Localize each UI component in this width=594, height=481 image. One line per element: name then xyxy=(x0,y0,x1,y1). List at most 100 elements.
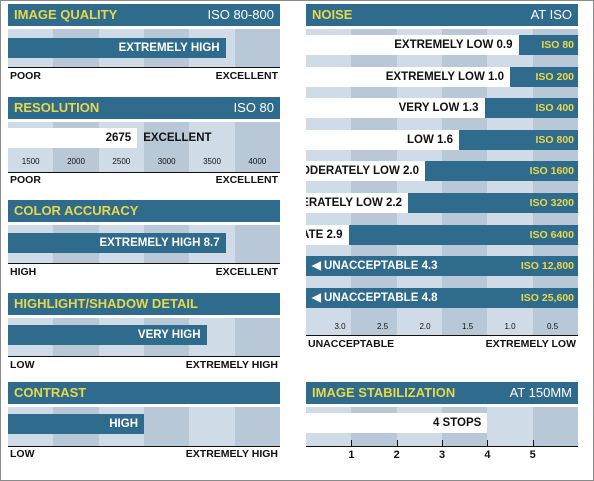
noise-tick-label: 1.5 xyxy=(461,322,474,331)
noise-bar-white xyxy=(306,161,425,182)
noise-bar xyxy=(510,66,578,87)
highlight-shadow-bar: VERY HIGH xyxy=(8,325,207,345)
resolution-max-label: EXCELLENT xyxy=(215,174,278,186)
noise-bar xyxy=(408,193,578,213)
stripe-column xyxy=(487,407,533,446)
noise-iso-label: ISO 1600 xyxy=(529,165,574,178)
noise-row: EXTREMELY LOW 1.0 ISO 200 xyxy=(306,63,578,91)
noise-bar-label: EXTREMELY LOW 0.9 xyxy=(394,39,513,51)
noise-bar-label: EXTREMELY LOW 1.0 xyxy=(385,70,504,83)
noise-tick-label: 1.0 xyxy=(504,322,516,331)
color-accuracy-baseline xyxy=(8,263,280,264)
contrast-panel: CONTRAST HIGH LOW EXTREMELY HIGH xyxy=(8,382,280,464)
resolution-tick-label: 4000 xyxy=(248,157,267,166)
stripe-column xyxy=(234,225,280,263)
stripe-column xyxy=(189,122,235,172)
highlight-shadow-max-label: EXTREMELY HIGH xyxy=(185,359,278,371)
stabilization-tick-mark xyxy=(396,440,398,446)
noise-tick-label: 2.5 xyxy=(376,322,389,331)
noise-min-label: UNACCEPTABLE xyxy=(308,338,395,350)
stripe-column xyxy=(189,407,235,446)
resolution-rating: EXCELLENT xyxy=(143,132,212,144)
highlight-shadow-min-label: LOW xyxy=(10,359,35,371)
stabilization-tick-mark xyxy=(442,440,443,446)
stabilization-tick-label: 1 xyxy=(348,449,355,461)
stripe-column xyxy=(144,122,190,172)
stabilization-title: IMAGE STABILIZATION xyxy=(312,385,456,400)
stripe-column xyxy=(234,318,280,356)
noise-bar xyxy=(348,224,578,245)
image-quality-baseline xyxy=(8,67,280,68)
resolution-min-label: POOR xyxy=(10,174,41,186)
image-quality-bar: EXTREMELY HIGH xyxy=(8,38,226,58)
stabilization-tick-mark xyxy=(351,440,353,446)
stabilization-tick-mark xyxy=(487,440,489,446)
resolution-subtitle: ISO 80 xyxy=(233,100,274,115)
contrast-baseline xyxy=(8,446,280,447)
noise-max-label: EXTREMELY LOW xyxy=(485,338,576,350)
stabilization-tick-label: 5 xyxy=(529,449,536,461)
noise-iso-label: ISO 200 xyxy=(535,70,574,83)
color-accuracy-bar: EXTREMELY HIGH 8.7 xyxy=(8,233,226,253)
color-accuracy-title: COLOR ACCURACY xyxy=(14,203,139,218)
stabilization-bar: 4 STOPS xyxy=(306,413,488,433)
stabilization-subtitle: AT 150MM xyxy=(509,385,572,400)
noise-bar-label: VERY LOW 1.3 xyxy=(398,102,479,115)
noise-panel: NOISE AT ISO EXTREMELY LOW 0.9 ISO 80 EXTR… xyxy=(306,4,578,354)
noise-bar-white xyxy=(306,98,485,119)
noise-bar xyxy=(484,98,578,119)
noise-row: MODERATELY LOW 2.0 ISO 1600 xyxy=(306,157,578,185)
resolution-title: RESOLUTION xyxy=(14,100,100,115)
stabilization-header: IMAGE STABILIZATION AT 150MM xyxy=(306,382,578,404)
noise-iso-label: ISO 6400 xyxy=(529,228,574,241)
stabilization-tick-mark xyxy=(532,440,534,446)
color-accuracy-min-label: HIGH xyxy=(10,266,37,278)
noise-row: MODERATELY LOW 2.2 ISO 3200 xyxy=(306,189,578,217)
highlight-shadow-baseline xyxy=(8,356,280,357)
stabilization-panel: IMAGE STABILIZATION AT 150MM 4 STOPS 1 2 3… xyxy=(306,382,578,464)
resolution-tick-label: 1500 xyxy=(21,157,40,166)
highlight-shadow-header: HIGHLIGHT/SHADOW DETAIL xyxy=(8,293,280,315)
noise-tick-label: 3.0 xyxy=(334,322,346,331)
resolution-tick-label: 3500 xyxy=(203,157,221,166)
noise-bar-white xyxy=(306,129,459,150)
noise-bar xyxy=(306,287,578,308)
stripe-column xyxy=(234,29,280,67)
stripe-column xyxy=(532,407,578,446)
noise-bar xyxy=(459,129,578,150)
image-quality-min-label: POOR xyxy=(10,70,41,82)
noise-bar-white xyxy=(306,35,519,55)
stabilization-tick-label: 3 xyxy=(439,449,446,461)
noise-title: NOISE xyxy=(312,7,353,22)
resolution-tick-label: 3000 xyxy=(157,157,176,166)
noise-iso-label: ISO 25,600 xyxy=(520,291,574,304)
noise-iso-label: ISO 80 xyxy=(541,39,574,51)
image-quality-panel: IMAGE QUALITY ISO 80-800 EXTREMELY HIGH … xyxy=(8,4,280,86)
stabilization-tick-label: 4 xyxy=(484,449,491,461)
stabilization-baseline xyxy=(306,446,578,447)
color-accuracy-header: COLOR ACCURACY xyxy=(8,200,280,222)
resolution-ticks: 1500 2000 2500 3000 3500 4000 xyxy=(8,157,280,169)
contrast-title: CONTRAST xyxy=(14,385,87,400)
noise-row: VERY LOW 1.3 ISO 400 xyxy=(306,94,578,122)
stabilization-tick-label: 2 xyxy=(393,449,400,461)
noise-bar-label: ◀ UNACCEPTABLE 4.8 xyxy=(312,291,438,304)
noise-bar xyxy=(425,161,578,182)
resolution-baseline xyxy=(8,172,280,173)
noise-ticks: 3.0 2.5 2.0 1.5 1.0 0.5 xyxy=(306,322,578,334)
stripe-column xyxy=(234,407,280,446)
noise-bar xyxy=(306,256,578,277)
stabilization-ticks: 1 2 3 4 5 xyxy=(306,440,578,462)
noise-row: MODERATE 2.9 ISO 6400 xyxy=(306,221,578,249)
noise-bar-white xyxy=(306,193,408,213)
noise-header: NOISE AT ISO xyxy=(306,4,578,26)
contrast-min-label: LOW xyxy=(10,448,35,460)
noise-subtitle: AT ISO xyxy=(530,7,572,22)
contrast-bar: HIGH xyxy=(8,414,144,434)
stripe-column xyxy=(144,407,190,446)
color-accuracy-max-label: EXCELLENT xyxy=(215,266,278,278)
noise-tick-label: 0.5 xyxy=(546,322,559,331)
noise-row: LOW 1.6 ISO 800 xyxy=(306,126,578,154)
resolution-header: RESOLUTION ISO 80 xyxy=(8,97,280,119)
noise-bar-label: MODERATE 2.9 xyxy=(306,228,343,241)
